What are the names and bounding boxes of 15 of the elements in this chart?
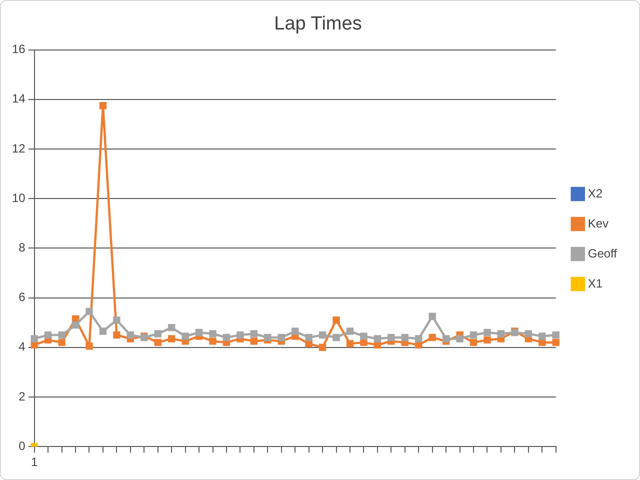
y-tick-label: 4 — [18, 340, 26, 354]
legend-label: X2 — [588, 186, 603, 200]
legend-label: X1 — [588, 276, 603, 290]
y-tick-label: 8 — [18, 240, 26, 255]
chart-title: Lap Times — [274, 14, 362, 35]
legend-label: Kev — [588, 216, 609, 230]
legend-label: Geoff — [588, 246, 618, 260]
y-tick-label: 12 — [12, 141, 26, 156]
y-tick-label: 14 — [12, 92, 26, 106]
y-tick-label: 6 — [18, 290, 26, 304]
y-tick-label: 16 — [12, 42, 26, 56]
y-tick-label: 2 — [18, 389, 26, 404]
x-tick-label: 1 — [31, 455, 38, 470]
y-tick-label: 10 — [12, 190, 26, 205]
y-tick-label: 0 — [18, 438, 26, 453]
